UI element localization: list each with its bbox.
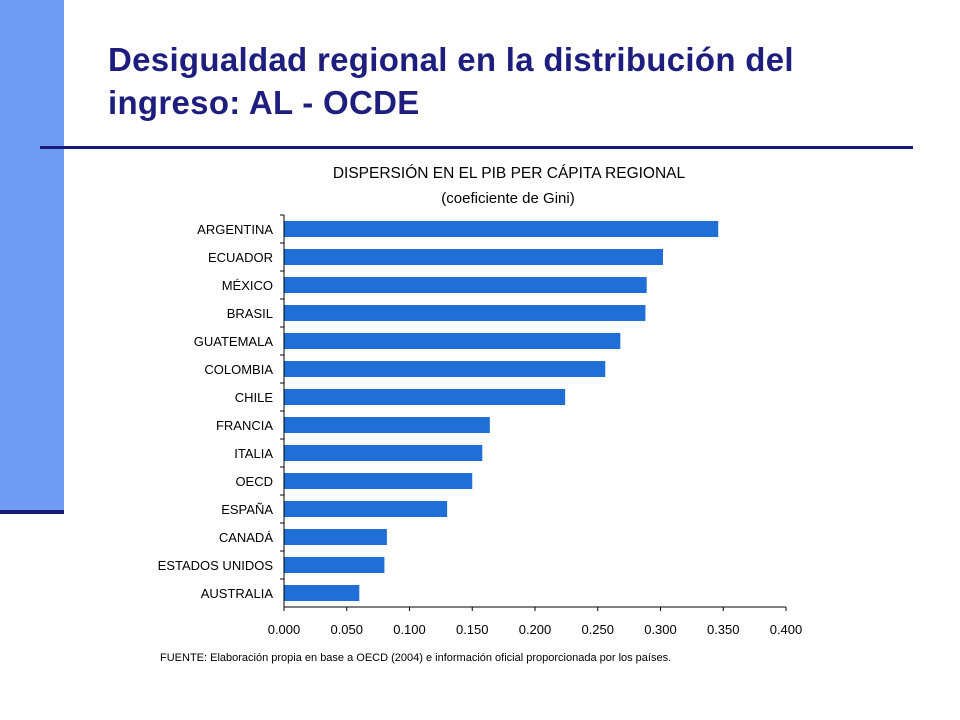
- bar-colombia: [284, 361, 606, 377]
- category-label: FRANCIA: [216, 418, 273, 433]
- bar-españa: [284, 501, 448, 517]
- category-label: AUSTRALIA: [201, 586, 274, 601]
- category-label: GUATEMALA: [194, 334, 274, 349]
- chart-title: DISPERSIÓN EN EL PIB PER CÁPITA REGIONAL: [333, 165, 686, 182]
- category-label: OECD: [235, 474, 273, 489]
- x-tick-label: 0.250: [581, 622, 614, 637]
- x-tick-label: 0.300: [644, 622, 677, 637]
- side-accent-rule: [0, 510, 64, 514]
- bar-estados-unidos: [284, 557, 385, 573]
- bar-argentina: [284, 221, 719, 237]
- x-tick-label: 0.400: [770, 622, 803, 637]
- bar-australia: [284, 585, 360, 601]
- bar-francia: [284, 417, 490, 433]
- category-label: MÉXICO: [222, 278, 273, 293]
- x-tick-label: 0.050: [330, 622, 363, 637]
- axes: [280, 214, 787, 611]
- side-accent-bar: [0, 0, 64, 512]
- title-underline: [40, 146, 913, 149]
- x-tick-label: 0.350: [707, 622, 740, 637]
- chart-subtitle: (coeficiente de Gini): [441, 190, 574, 207]
- category-label: COLOMBIA: [204, 362, 273, 377]
- category-labels: ARGENTINA ECUADOR MÉXICO BRASIL GUATEMALA COL…: [158, 222, 274, 601]
- category-label: BRASIL: [227, 306, 273, 321]
- x-tick-label: 0.150: [456, 622, 489, 637]
- category-label: ARGENTINA: [197, 222, 273, 237]
- bar-oecd: [284, 473, 473, 489]
- category-label: CANADÁ: [219, 530, 274, 545]
- slide-title: Desigualdad regional en la distribución …: [108, 41, 794, 121]
- bar-méxico: [284, 277, 647, 293]
- x-tick-label: 0.100: [393, 622, 426, 637]
- bar-chile: [284, 389, 566, 405]
- source-note: FUENTE: Elaboración propia en base a OEC…: [160, 652, 672, 664]
- category-label: ESTADOS UNIDOS: [158, 558, 274, 573]
- category-label: ITALIA: [234, 446, 273, 461]
- category-label: CHILE: [235, 390, 274, 405]
- bar-italia: [284, 445, 483, 461]
- bar-brasil: [284, 305, 646, 321]
- bars-group: [284, 221, 719, 601]
- category-label: ECUADOR: [208, 250, 273, 265]
- x-tick-label: 0.000: [268, 622, 301, 637]
- x-tick-labels: 0.000 0.050 0.100 0.150 0.200 0.250 0.300 0.350…: [268, 622, 803, 637]
- bar-canadá: [284, 529, 387, 545]
- category-label: ESPAÑA: [221, 502, 273, 517]
- bar-ecuador: [284, 249, 664, 265]
- x-tick-label: 0.200: [519, 622, 552, 637]
- bar-guatemala: [284, 333, 621, 349]
